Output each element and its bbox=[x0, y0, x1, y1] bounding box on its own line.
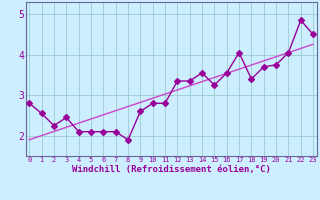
X-axis label: Windchill (Refroidissement éolien,°C): Windchill (Refroidissement éolien,°C) bbox=[72, 165, 271, 174]
